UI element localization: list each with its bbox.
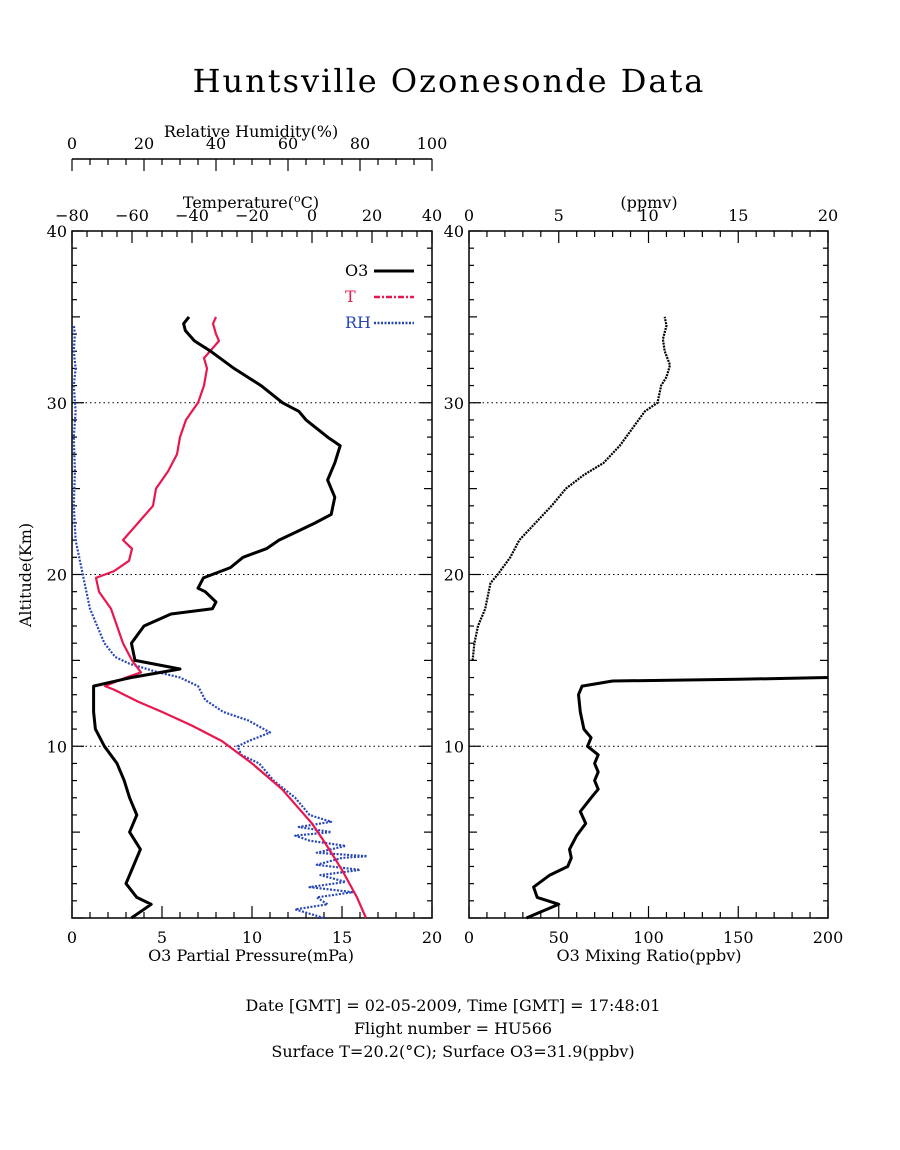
left-temp-x-tick-label: 0 bbox=[307, 206, 317, 225]
right-y-tick-label: 30 bbox=[444, 394, 464, 413]
right-plot-frame bbox=[468, 230, 829, 919]
left-bottom-x-tick-label: 15 bbox=[332, 928, 352, 947]
footer-surface-values: Surface T=20.2(°C); Surface O3=31.9(ppbv… bbox=[271, 1042, 634, 1061]
right-top-x-tick-label: 10 bbox=[638, 206, 658, 225]
chart-title: Huntsville Ozonesonde Data bbox=[193, 62, 706, 100]
right-top-x-tick-label: 15 bbox=[728, 206, 748, 225]
rh-series-line bbox=[72, 325, 369, 920]
left-bottom-x-tick-label: 20 bbox=[422, 928, 442, 947]
left-rh-x-tick-label: 80 bbox=[350, 134, 370, 153]
left-rh-x-tick-label: 40 bbox=[206, 134, 226, 153]
right-top-x-tick-label: 5 bbox=[554, 206, 564, 225]
right-bottom-x-tick-label: 200 bbox=[813, 928, 844, 947]
t-series-line bbox=[94, 316, 368, 919]
left-temp-x-tick-label: −60 bbox=[115, 206, 149, 225]
footer-flight-number: Flight number = HU566 bbox=[354, 1019, 552, 1038]
left-rh-x-tick-label: 20 bbox=[134, 134, 154, 153]
right-bottom-x-tick-label: 50 bbox=[549, 928, 569, 947]
left-y-axis-title: Altitude(Km) bbox=[16, 523, 35, 628]
left-y-tick-label: 40 bbox=[47, 222, 67, 241]
left-bottom-x-tick-label: 10 bbox=[242, 928, 262, 947]
right-bottom-axis-title: O3 Mixing Ratio(ppbv) bbox=[556, 946, 741, 965]
right-y-tick-label: 10 bbox=[444, 737, 464, 756]
left-temp-x-tick-label: 40 bbox=[422, 206, 442, 225]
left-rh-x-tick-label: 100 bbox=[417, 134, 448, 153]
legend-label-o3: O3 bbox=[345, 261, 368, 280]
legend-label-t: T bbox=[345, 287, 356, 306]
left-temp-x-tick-label: −80 bbox=[55, 206, 89, 225]
left-temp-axis-title: Temperature(oC) bbox=[183, 192, 319, 212]
right-y-tick-label: 20 bbox=[444, 566, 464, 585]
left-y-tick-label: 10 bbox=[47, 737, 67, 756]
left-rh-axis-title: Relative Humidity(%) bbox=[164, 122, 338, 141]
right-top-x-tick-label: 20 bbox=[818, 206, 838, 225]
left-y-tick-label: 30 bbox=[47, 394, 67, 413]
o3-partial-pressure-line bbox=[92, 315, 342, 920]
left-panel: 10 20 30 40 0 5 10 15 20 −80 −60 −40 −20 0 20 40 0 20 40 60… bbox=[47, 134, 448, 947]
left-rh-x-tick-label: 60 bbox=[278, 134, 298, 153]
left-bottom-x-tick-label: 5 bbox=[157, 928, 167, 947]
left-bottom-axis-title: O3 Partial Pressure(mPa) bbox=[148, 946, 354, 965]
legend-label-rh: RH bbox=[345, 313, 371, 332]
o3-mixing-ratio-line bbox=[525, 676, 829, 920]
left-y-tick-label: 20 bbox=[47, 566, 67, 585]
right-top-x-tick-label: 0 bbox=[464, 206, 474, 225]
right-bottom-x-tick-label: 150 bbox=[723, 928, 754, 947]
right-y-tick-label: 40 bbox=[444, 222, 464, 241]
footer-date-time: Date [GMT] = 02-05-2009, Time [GMT] = 17… bbox=[246, 996, 661, 1015]
right-bottom-x-tick-label: 0 bbox=[464, 928, 474, 947]
legend: O3 T RH bbox=[345, 261, 414, 332]
left-temp-x-tick-label: 20 bbox=[362, 206, 382, 225]
left-bottom-x-tick-label: 0 bbox=[67, 928, 77, 947]
o3-mixing-ratio-ppmv-line bbox=[471, 316, 672, 661]
left-temp-x-tick-label: −40 bbox=[175, 206, 209, 225]
right-bottom-x-tick-label: 100 bbox=[633, 928, 664, 947]
right-top-axis-title: (ppmv) bbox=[620, 193, 677, 212]
left-rh-x-tick-label: 0 bbox=[67, 134, 77, 153]
left-temp-x-tick-label: −20 bbox=[235, 206, 269, 225]
